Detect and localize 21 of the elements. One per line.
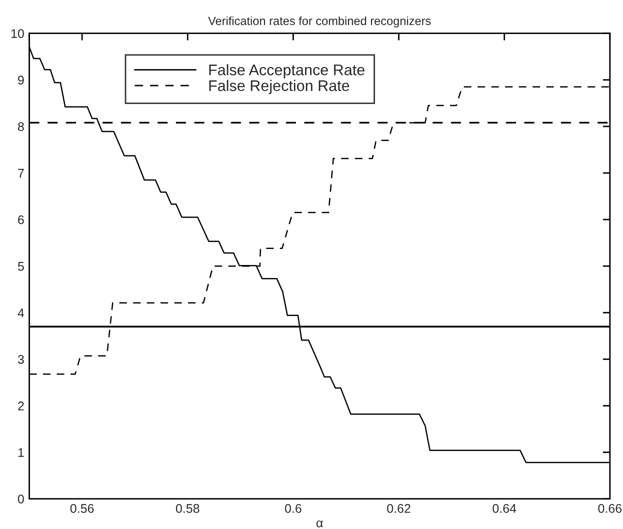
y-tick-label: 4 bbox=[18, 308, 24, 318]
x-tick-label: 0.64 bbox=[492, 504, 516, 513]
x-tick-label: 0.6 bbox=[285, 504, 302, 513]
x-tick-label: 0.58 bbox=[176, 504, 200, 513]
chart-title: Verification rates for combined recognizers bbox=[208, 16, 431, 28]
y-tick-label: 2 bbox=[18, 402, 24, 410]
y-tick-label: 7 bbox=[18, 168, 24, 178]
legend-label: False Acceptance Rate bbox=[209, 64, 364, 78]
x-tick-label: 0.62 bbox=[387, 504, 410, 513]
y-tick-label: 9 bbox=[18, 76, 24, 85]
x-tick-label: 0.56 bbox=[70, 504, 94, 513]
x-axis-title: α bbox=[316, 520, 323, 528]
y-tick-label: 10 bbox=[11, 29, 24, 38]
y-tick-label: 3 bbox=[18, 354, 24, 364]
y-tick-label: 1 bbox=[18, 448, 24, 457]
x-tick-label: 0.66 bbox=[598, 504, 622, 513]
y-tick-label: 6 bbox=[18, 215, 24, 224]
y-tick-label: 0 bbox=[18, 494, 24, 504]
legend-label: False Rejection Rate bbox=[209, 80, 350, 94]
y-tick-label: 5 bbox=[18, 262, 24, 271]
y-tick-label: 8 bbox=[18, 122, 24, 132]
